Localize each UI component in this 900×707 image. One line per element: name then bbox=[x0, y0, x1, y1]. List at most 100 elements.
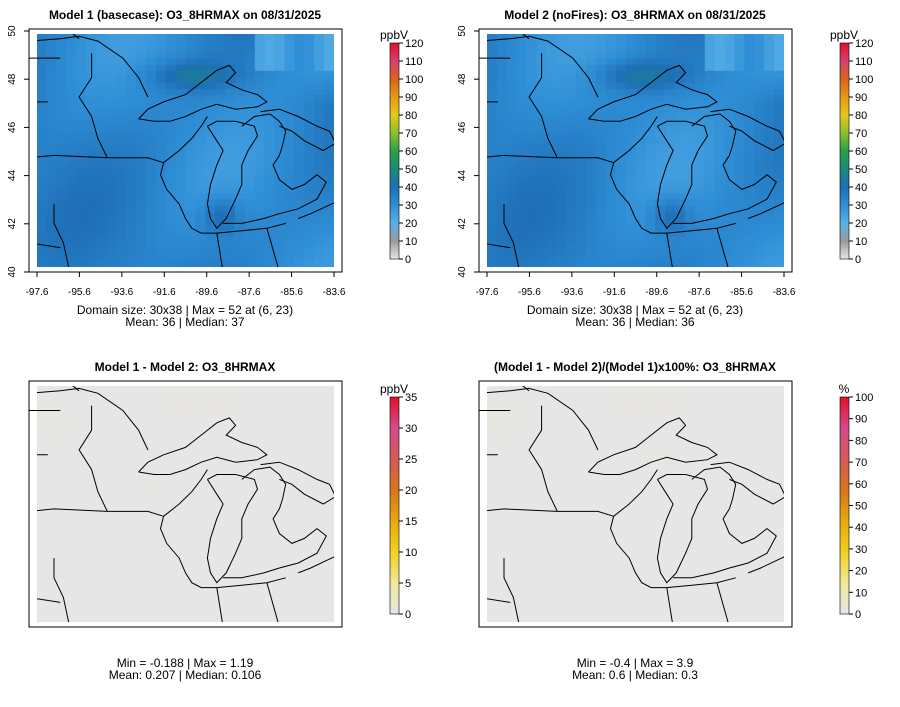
heatmap-cell bbox=[665, 417, 676, 424]
heatmap-cell bbox=[635, 144, 646, 152]
heatmap-cell bbox=[655, 248, 666, 256]
heatmap-cell bbox=[215, 76, 226, 84]
heatmap-cell bbox=[566, 504, 577, 511]
heatmap-cell bbox=[136, 528, 147, 536]
boundary-line bbox=[528, 53, 558, 159]
heatmap-cell bbox=[195, 138, 206, 145]
heatmap-cell bbox=[625, 547, 637, 555]
heatmap-cell bbox=[724, 479, 736, 486]
heatmap-cell bbox=[46, 590, 58, 598]
heatmap-cell bbox=[516, 615, 528, 622]
heatmap-cell bbox=[185, 70, 196, 78]
heatmap-cell bbox=[244, 101, 256, 109]
heatmap-cell bbox=[675, 175, 686, 182]
heatmap-cell bbox=[595, 603, 607, 611]
heatmap-cell bbox=[615, 76, 627, 84]
heatmap-cell bbox=[254, 199, 266, 207]
heatmap-cell bbox=[586, 150, 597, 158]
heatmap-cell bbox=[195, 181, 206, 188]
heatmap-cell bbox=[314, 590, 325, 598]
heatmap-cell bbox=[205, 254, 216, 262]
heatmap-cell bbox=[556, 429, 567, 437]
heatmap-cell bbox=[215, 454, 226, 462]
heatmap-cell bbox=[66, 76, 78, 84]
heatmap-cell bbox=[96, 466, 107, 474]
heatmap-cell bbox=[37, 224, 48, 231]
heatmap-cell bbox=[496, 224, 508, 231]
heatmap-cell bbox=[744, 535, 755, 542]
heatmap-cell bbox=[284, 156, 295, 164]
heatmap-cell bbox=[274, 528, 286, 536]
heatmap-cell bbox=[304, 144, 315, 152]
heatmap-cell bbox=[195, 497, 206, 505]
heatmap-cell bbox=[576, 107, 587, 115]
heatmap-cell bbox=[665, 181, 676, 188]
heatmap-cell bbox=[106, 205, 117, 213]
heatmap-cell bbox=[694, 398, 706, 406]
stats-line-1: Min = -0.188 | Max = 1.19 bbox=[117, 656, 254, 670]
heatmap-cell bbox=[605, 609, 617, 617]
heatmap-cell bbox=[145, 34, 157, 41]
heatmap-cell bbox=[516, 423, 528, 431]
heatmap-cell bbox=[645, 242, 656, 250]
heatmap-cell bbox=[225, 40, 236, 47]
heatmap-cell bbox=[195, 572, 206, 580]
heatmap-cell bbox=[235, 125, 246, 133]
heatmap-cell bbox=[66, 553, 78, 561]
heatmap-cell bbox=[744, 138, 755, 145]
heatmap-cell bbox=[185, 590, 196, 598]
heatmap-cell bbox=[66, 485, 78, 493]
heatmap-cell bbox=[576, 162, 587, 170]
heatmap-cell bbox=[254, 491, 266, 499]
heatmap-cell bbox=[56, 144, 68, 152]
heatmap-cell bbox=[665, 497, 676, 505]
heatmap-cell bbox=[764, 566, 775, 573]
heatmap-cell bbox=[774, 156, 784, 164]
heatmap-cell bbox=[724, 609, 736, 617]
heatmap-cell bbox=[595, 448, 607, 455]
heatmap-cell bbox=[625, 187, 637, 195]
heatmap-cell bbox=[774, 70, 784, 78]
heatmap-cell bbox=[615, 260, 627, 267]
heatmap-cell bbox=[37, 559, 48, 567]
heatmap-cell bbox=[516, 138, 528, 145]
heatmap-cell bbox=[665, 83, 676, 90]
heatmap-cell bbox=[235, 466, 246, 474]
heatmap-cell bbox=[235, 528, 246, 536]
heatmap-cell bbox=[615, 230, 627, 237]
heatmap-cell bbox=[645, 516, 656, 524]
heatmap-cell bbox=[165, 58, 177, 66]
heatmap-cell bbox=[685, 485, 696, 493]
heatmap-cell bbox=[536, 497, 547, 505]
colorbar-tick-label: 0 bbox=[405, 254, 411, 266]
heatmap-cell bbox=[284, 472, 295, 480]
heatmap-cell bbox=[294, 181, 305, 188]
heatmap-cell bbox=[704, 535, 716, 542]
heatmap-cell bbox=[165, 125, 177, 133]
heatmap-cell bbox=[195, 260, 206, 267]
heatmap-cell bbox=[576, 40, 587, 47]
heatmap-cell bbox=[284, 448, 295, 455]
heatmap-cell bbox=[324, 460, 334, 468]
heatmap-cell bbox=[566, 435, 577, 443]
heatmap-cell bbox=[155, 199, 167, 207]
heatmap-cell bbox=[185, 76, 196, 84]
heatmap-cell bbox=[324, 590, 334, 598]
heatmap-cell bbox=[536, 199, 547, 207]
heatmap-cell bbox=[235, 52, 246, 60]
heatmap-cell bbox=[304, 132, 315, 139]
heatmap-cell bbox=[625, 58, 637, 66]
heatmap-cell bbox=[274, 386, 286, 393]
heatmap-cell bbox=[546, 64, 557, 72]
heatmap-cell bbox=[694, 181, 706, 188]
heatmap-cell bbox=[314, 89, 325, 96]
heatmap-cell bbox=[86, 541, 97, 549]
heatmap-cell bbox=[106, 150, 117, 158]
heatmap-cell bbox=[764, 187, 775, 195]
heatmap-cell bbox=[685, 472, 696, 480]
heatmap-cell bbox=[195, 479, 206, 486]
heatmap-cell bbox=[665, 584, 676, 592]
heatmap-cell bbox=[215, 510, 226, 518]
heatmap-cell bbox=[546, 578, 557, 586]
heatmap-cell bbox=[165, 566, 177, 573]
